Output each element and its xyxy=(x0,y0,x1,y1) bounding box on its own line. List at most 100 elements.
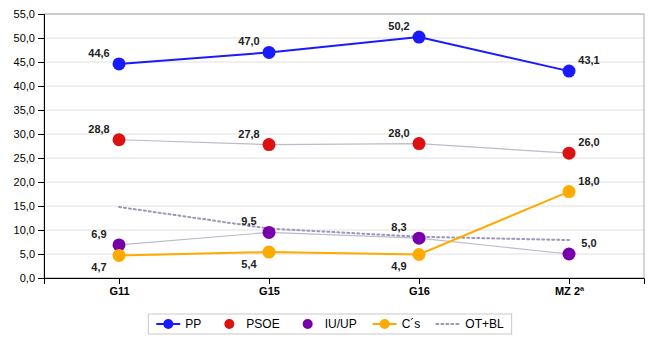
legend-item: PSOE xyxy=(224,317,279,331)
series-markers xyxy=(113,133,576,159)
data-labels: 44,647,050,243,128,827,828,026,06,99,58,… xyxy=(88,20,599,273)
legend-item: OT+BL xyxy=(436,317,504,331)
axis-line xyxy=(45,279,645,285)
legend-swatch xyxy=(436,323,460,325)
tick: G16 xyxy=(409,278,430,297)
series-line xyxy=(119,37,569,71)
tick-mark xyxy=(419,278,420,284)
tick-mark xyxy=(38,206,44,207)
grid-line xyxy=(44,206,644,207)
tick: 0,0 xyxy=(20,272,44,284)
tick-label: 5,0 xyxy=(20,248,35,260)
tick-mark xyxy=(38,230,44,231)
legend-label: OT+BL xyxy=(465,317,504,331)
tick-label: 50,0 xyxy=(14,32,35,44)
chart: 0,0 5,0 10,0 15,0 20,0 25,0 30,0 35,0 40,0 45,0 50… xyxy=(0,0,660,340)
tick-label: 30,0 xyxy=(14,128,35,140)
data-label: 5,4 xyxy=(241,258,257,270)
marker xyxy=(563,248,576,261)
series-line xyxy=(119,232,569,254)
marker xyxy=(563,147,576,160)
legend: PP PSOE IU/UP C´s OT+BL xyxy=(148,314,511,334)
plot-frame xyxy=(44,14,644,278)
tick-label: G16 xyxy=(409,285,430,297)
tick-mark xyxy=(38,158,44,159)
data-label: 6,9 xyxy=(91,228,106,240)
tick-label: G15 xyxy=(259,285,280,297)
marker xyxy=(113,249,126,262)
tick: G11 xyxy=(109,278,129,297)
series-line xyxy=(119,140,569,153)
legend-swatch xyxy=(380,319,390,329)
tick-mark xyxy=(38,110,44,111)
tick: G15 xyxy=(259,278,280,297)
tick: MZ 2ª xyxy=(555,278,585,297)
grid-line xyxy=(44,230,644,231)
marker xyxy=(263,226,276,239)
marker xyxy=(263,138,276,151)
legend-label: C´s xyxy=(402,317,421,331)
tick-label: 10,0 xyxy=(14,224,35,236)
marker xyxy=(413,248,426,261)
marker xyxy=(563,185,576,198)
marker xyxy=(413,137,426,150)
tick: 30,0 xyxy=(14,128,44,140)
tick-label: 15,0 xyxy=(14,200,35,212)
legend-item: PP xyxy=(156,317,201,331)
data-label: 28,8 xyxy=(88,123,109,135)
data-label: 43,1 xyxy=(578,54,599,66)
data-label: 47,0 xyxy=(238,35,259,47)
legend-frame xyxy=(148,314,511,334)
tick-label: 25,0 xyxy=(14,152,35,164)
tick-mark xyxy=(38,14,44,15)
data-label: 4,9 xyxy=(391,260,406,272)
tick-mark xyxy=(38,254,44,255)
data-label: 8,3 xyxy=(391,221,406,233)
grid xyxy=(44,14,644,278)
tick-label: 35,0 xyxy=(14,104,35,116)
tick-mark xyxy=(38,38,44,39)
grid-line xyxy=(44,158,644,159)
tick: 50,0 xyxy=(14,32,44,44)
legend-label: PP xyxy=(185,317,201,331)
tick-label: 0,0 xyxy=(20,272,35,284)
marker xyxy=(563,65,576,78)
grid-line xyxy=(44,134,644,135)
tick-mark xyxy=(38,62,44,63)
marker xyxy=(263,246,276,259)
tick-mark xyxy=(119,278,120,284)
data-label: 27,8 xyxy=(238,128,259,140)
tick: 20,0 xyxy=(14,176,44,188)
legend-swatch xyxy=(303,319,313,329)
tick-mark xyxy=(38,134,44,135)
series-markers xyxy=(113,31,576,78)
y-axis: 0,0 5,0 10,0 15,0 20,0 25,0 30,0 35,0 40,0 45,0 50… xyxy=(14,8,45,284)
data-label: 18,0 xyxy=(578,175,599,187)
data-label: 50,2 xyxy=(388,20,409,32)
tick-label: 40,0 xyxy=(14,80,35,92)
grid-line xyxy=(44,110,644,111)
tick-label: 45,0 xyxy=(14,56,35,68)
tick: 10,0 xyxy=(14,224,44,236)
tick: 35,0 xyxy=(14,104,44,116)
marker xyxy=(113,57,126,70)
legend-swatch xyxy=(224,319,234,329)
data-label: 44,6 xyxy=(88,47,109,59)
tick-label: 20,0 xyxy=(14,176,35,188)
series-markers xyxy=(113,185,576,262)
tick: 45,0 xyxy=(14,56,44,68)
tick-label: 55,0 xyxy=(14,8,35,20)
tick-label: MZ 2ª xyxy=(555,285,585,297)
tick-mark xyxy=(38,278,44,279)
x-axis: G11 G15 G16 MZ 2ª xyxy=(45,278,645,297)
plot: 0,0 5,0 10,0 15,0 20,0 25,0 30,0 35,0 40,0 45,0 50… xyxy=(14,8,645,297)
marker xyxy=(263,46,276,59)
tick: 55,0 xyxy=(14,8,44,20)
tick-mark xyxy=(569,278,570,284)
tick: 15,0 xyxy=(14,200,44,212)
data-label: 9,5 xyxy=(241,215,256,227)
legend-label: IU/UP xyxy=(325,317,357,331)
tick-label: G11 xyxy=(109,285,129,297)
legend-item: C´s xyxy=(373,317,421,331)
tick: 5,0 xyxy=(20,248,44,260)
